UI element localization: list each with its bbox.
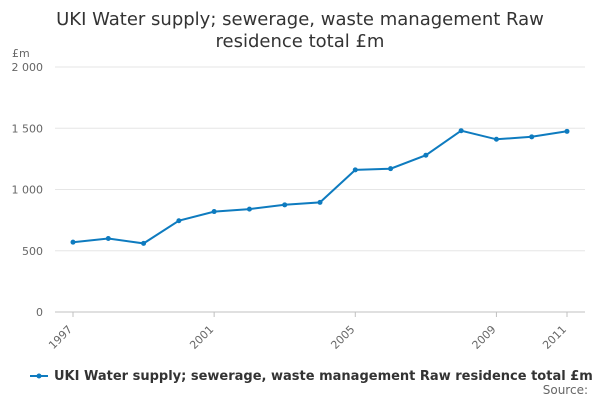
x-tick-label: 2001 <box>187 323 216 352</box>
x-axis-ticks: 1997 2001 2005 2009 2011 <box>46 312 569 352</box>
chart-title-line-1: UKI Water supply; sewerage, waste manage… <box>56 9 544 30</box>
legend-marker-swatch <box>36 373 42 379</box>
data-point <box>70 239 76 245</box>
gridlines <box>55 66 585 313</box>
series-line <box>72 129 568 245</box>
data-point <box>423 152 429 158</box>
y-axis-unit-label: £m <box>12 47 30 60</box>
data-point <box>176 218 182 224</box>
data-point <box>352 167 358 173</box>
data-point <box>458 128 464 134</box>
data-point <box>317 199 323 205</box>
legend[interactable]: UKI Water supply; sewerage, waste manage… <box>30 369 593 384</box>
data-point <box>211 209 217 215</box>
x-tick-label: 2005 <box>328 323 357 352</box>
series-layer <box>70 128 570 246</box>
data-point <box>246 206 252 212</box>
x-tick-label: 2011 <box>540 323 569 352</box>
y-axis-ticks: 0 500 1 000 1 500 2 000 <box>12 61 44 319</box>
data-point <box>564 128 570 134</box>
data-point <box>388 166 394 172</box>
data-point <box>493 136 499 142</box>
y-tick-label: 500 <box>22 245 43 258</box>
x-tick-label: 1997 <box>46 323 75 352</box>
data-point <box>529 134 535 140</box>
x-tick-label: 2009 <box>470 323 499 352</box>
y-tick-label: 1 500 <box>12 122 44 135</box>
data-point <box>282 202 288 208</box>
source-label: Source: <box>543 383 588 397</box>
chart-title-line-2: residence total £m <box>216 31 385 52</box>
y-tick-label: 1 000 <box>12 184 44 197</box>
data-point <box>141 240 147 246</box>
y-tick-label: 0 <box>36 306 43 319</box>
data-point <box>105 236 111 241</box>
legend-entry-label: UKI Water supply; sewerage, waste manage… <box>54 369 593 384</box>
y-tick-label: 2 000 <box>12 61 44 74</box>
